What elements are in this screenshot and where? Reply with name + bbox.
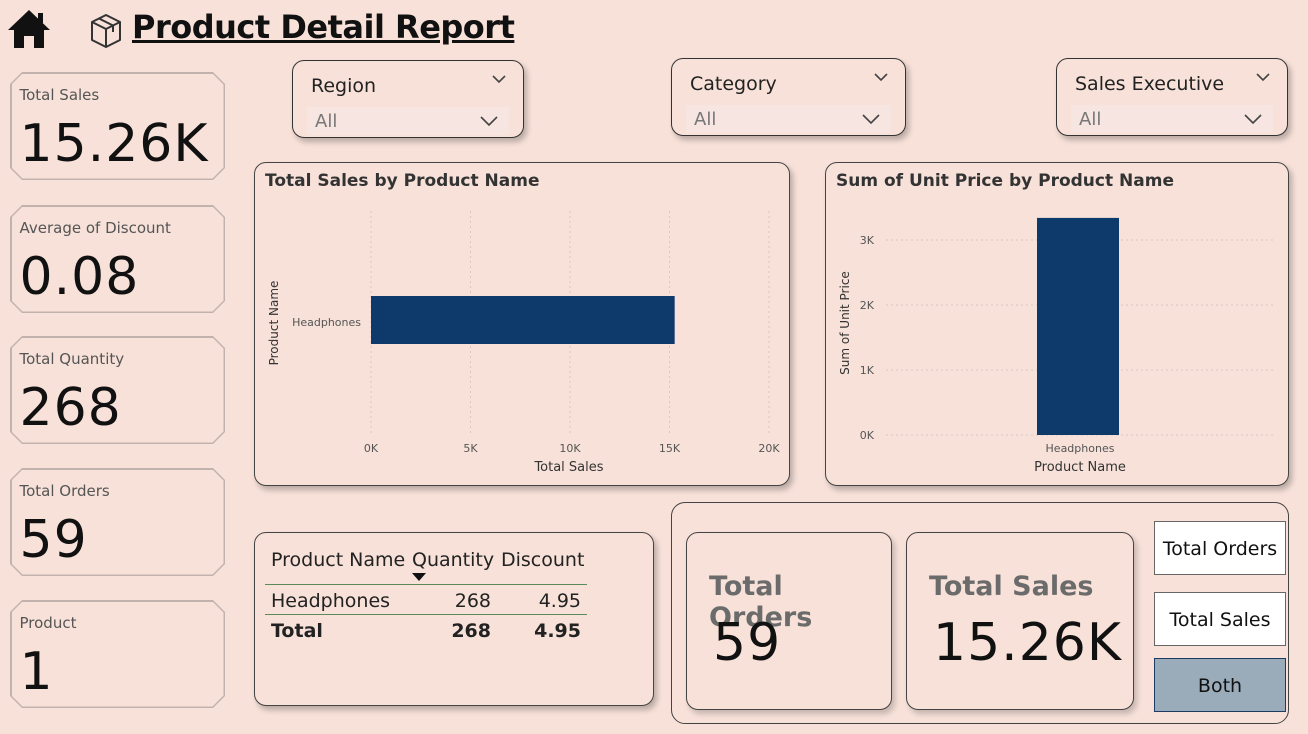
chevron-down-icon[interactable] <box>491 73 507 85</box>
chevron-down-icon[interactable] <box>1243 113 1263 125</box>
kpi-value: 1 <box>19 641 54 702</box>
table-cell-product: Headphones <box>271 590 391 612</box>
column-header-discount[interactable]: Discount <box>501 549 585 571</box>
bar[interactable] <box>1037 217 1119 435</box>
header-divider <box>265 584 587 585</box>
x-axis-label: Total Sales <box>533 460 603 475</box>
slicer-dropdown[interactable]: All <box>307 107 509 135</box>
card-value: 59 <box>713 613 782 673</box>
chevron-down-icon[interactable] <box>1255 71 1271 83</box>
chevron-down-icon[interactable] <box>479 115 499 127</box>
slicer-category[interactable]: Category All <box>671 58 906 136</box>
total-divider <box>265 614 587 615</box>
package-icon <box>91 14 121 48</box>
column-header-product-name[interactable]: Product Name <box>271 549 406 571</box>
category-label: Headphones <box>292 316 361 329</box>
kpi-card-product: Product 1 <box>10 600 225 708</box>
slicer-region[interactable]: Region All <box>292 60 524 138</box>
slicer-value: All <box>315 111 338 132</box>
slicer-dropdown[interactable]: All <box>1071 105 1273 133</box>
slicer-title: Sales Executive <box>1075 73 1225 95</box>
slicer-title: Category <box>690 73 777 95</box>
kpi-label: Total Orders <box>19 481 110 500</box>
card-label: Total Sales <box>929 571 1094 602</box>
product-table: Product Name Quantity Discount Headphone… <box>254 532 654 706</box>
kpi-label: Average of Discount <box>19 218 171 237</box>
y-tick-label: 0K <box>860 429 875 442</box>
x-tick-label: 5K <box>463 442 478 455</box>
bar-chart-unit-price: 0K 1K 2K 3K Headphones Product Name Sum of … <box>838 217 1274 475</box>
chevron-down-icon[interactable] <box>861 113 881 125</box>
slicer-title: Region <box>311 75 377 97</box>
card-label: Total Orders <box>709 571 813 633</box>
y-tick-label: 1K <box>860 364 875 377</box>
kpi-card-total-sales: Total Sales 15.26K <box>10 72 225 180</box>
y-axis-label: Product Name <box>267 281 281 366</box>
chart-title: Total Sales by Product Name <box>265 171 540 191</box>
kpi-label: Product <box>19 613 77 632</box>
x-tick-label: 0K <box>364 442 379 455</box>
chart-title: Sum of Unit Price by Product Name <box>836 171 1174 191</box>
kpi-card-total-quantity: Total Quantity 268 <box>10 336 225 444</box>
slicer-value: All <box>694 109 717 130</box>
kpi-value: 15.26K <box>19 113 209 174</box>
toggle-total-orders-button[interactable]: Total Orders <box>1154 521 1286 575</box>
card-total-sales: Total Sales 15.26K <box>906 532 1134 710</box>
kpi-label: Total Quantity <box>19 349 125 368</box>
slicer-sales-executive[interactable]: Sales Executive All <box>1056 58 1288 136</box>
toggle-total-sales-button[interactable]: Total Sales <box>1154 592 1286 646</box>
y-tick-label: 2K <box>860 299 875 312</box>
card-value: 15.26K <box>933 613 1122 673</box>
y-axis-label: Sum of Unit Price <box>838 271 852 375</box>
chevron-down-icon[interactable] <box>873 71 889 83</box>
bar[interactable] <box>371 296 675 344</box>
x-tick-label: 15K <box>659 442 681 455</box>
table-total-label: Total <box>271 620 323 642</box>
kpi-label: Total Sales <box>19 85 100 104</box>
x-tick-label: 10K <box>559 442 581 455</box>
chart-panel-unit-price: Sum of Unit Price by Product Name 0K 1K 2K… <box>825 162 1289 486</box>
table-cell-discount: 4.95 <box>538 590 581 612</box>
chart-panel-total-sales: Total Sales by Product Name 0K 5K 10K 15K 20… <box>254 162 790 486</box>
page-title: Product Detail Report <box>132 8 515 46</box>
table-cell-quantity: 268 <box>454 590 491 612</box>
table-total-discount: 4.95 <box>534 620 581 642</box>
slicer-value: All <box>1079 109 1102 130</box>
column-header-quantity[interactable]: Quantity <box>412 549 495 571</box>
kpi-value: 268 <box>19 377 122 438</box>
kpi-card-average-discount: Average of Discount 0.08 <box>10 205 225 313</box>
y-tick-label: 3K <box>860 234 875 247</box>
slicer-dropdown[interactable]: All <box>686 105 891 133</box>
home-icon[interactable] <box>6 8 52 50</box>
category-label: Headphones <box>1046 442 1115 455</box>
kpi-value: 59 <box>19 509 88 570</box>
bar-chart-total-sales: 0K 5K 10K 15K 20K Headphones Total Sales Pro… <box>267 211 780 475</box>
sort-descending-icon[interactable] <box>412 573 426 582</box>
kpi-value: 0.08 <box>19 246 140 307</box>
toggle-both-button[interactable]: Both <box>1154 658 1286 712</box>
kpi-card-total-orders: Total Orders 59 <box>10 468 225 576</box>
x-axis-label: Product Name <box>1034 460 1126 475</box>
card-total-orders: Total Orders 59 <box>686 532 892 710</box>
table-total-quantity: 268 <box>451 620 491 642</box>
x-tick-label: 20K <box>758 442 780 455</box>
